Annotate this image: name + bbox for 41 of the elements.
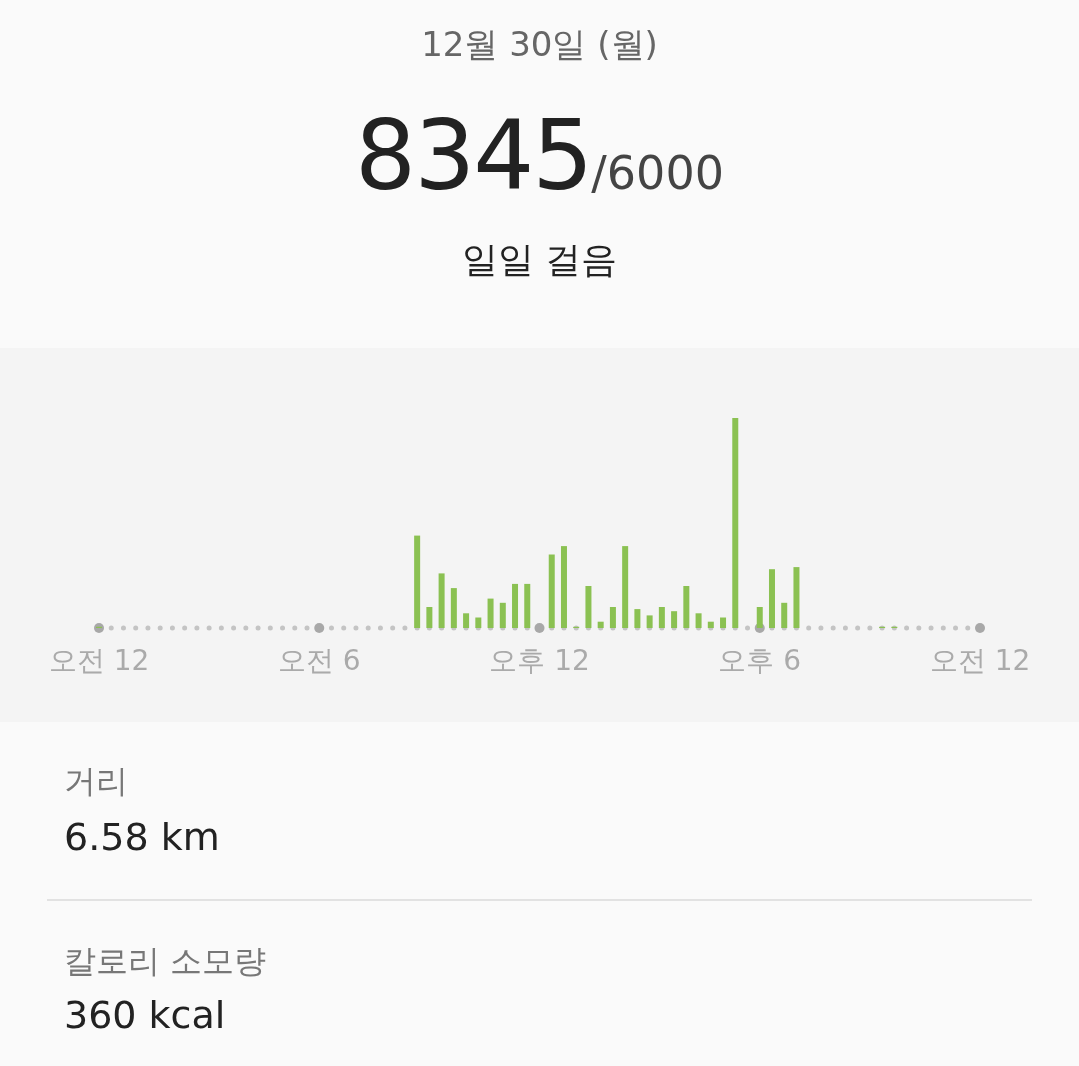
text: 칼로리 소모량	[64, 941, 267, 982]
bar	[634, 609, 641, 628]
bar	[450, 588, 457, 628]
bar	[671, 611, 678, 628]
bar	[683, 586, 690, 628]
bar	[732, 418, 739, 628]
bar	[560, 546, 567, 628]
bar	[548, 554, 555, 628]
x-tick-label: 오전 12	[48, 644, 150, 677]
bar	[585, 586, 592, 628]
bar	[475, 617, 482, 628]
bar	[499, 602, 506, 628]
bar	[609, 607, 616, 628]
bar	[463, 613, 470, 628]
text: 8345	[355, 100, 592, 212]
x-tick-label: 오전 12	[929, 644, 1031, 677]
text: /6000	[591, 146, 724, 200]
x-tick-label: 오후 6	[718, 644, 802, 677]
bar	[487, 598, 494, 628]
bar	[793, 567, 800, 628]
bar	[646, 615, 653, 628]
text: 6.58 km	[64, 815, 220, 859]
bar	[622, 546, 629, 628]
bar	[524, 583, 531, 628]
bar	[768, 569, 775, 628]
bar	[781, 602, 788, 628]
text: 360 kcal	[64, 993, 226, 1037]
bar	[512, 583, 519, 628]
bar	[707, 621, 714, 628]
bar	[597, 621, 604, 628]
x-tick-label: 오전 6	[277, 644, 361, 677]
bar	[438, 573, 445, 628]
title: 12월 30일 (월)	[420, 23, 659, 66]
bar	[426, 607, 433, 628]
bar	[658, 607, 665, 628]
bar	[720, 617, 727, 628]
text: 거리	[64, 761, 128, 802]
bar	[695, 613, 702, 628]
x-tick-label: 오후 12	[489, 644, 590, 677]
text: 일일 걸음	[460, 238, 619, 282]
bar	[414, 535, 421, 628]
